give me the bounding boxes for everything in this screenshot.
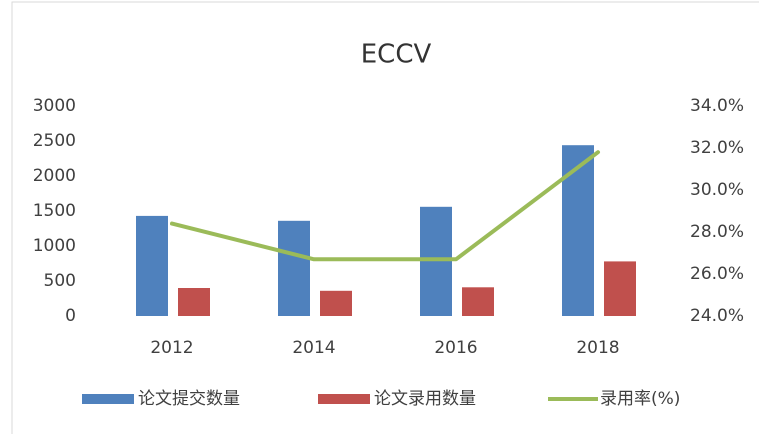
y-tick-label: 500	[44, 271, 76, 291]
y-tick-label: 1000	[33, 236, 76, 256]
bar	[136, 215, 168, 316]
bar	[420, 206, 452, 316]
chart-border	[11, 1, 759, 434]
x-tick-label: 2016	[434, 338, 477, 358]
chart-title: ECCV	[361, 40, 432, 70]
bar	[278, 220, 310, 316]
line-series	[170, 150, 600, 262]
bar	[320, 290, 352, 316]
y-tick-label: 0	[65, 306, 76, 326]
y-tick-label: 2000	[33, 166, 76, 186]
y2-tick-label: 34.0%	[690, 96, 744, 116]
y2-tick-label: 30.0%	[690, 180, 744, 200]
y-tick-label: 1500	[33, 201, 76, 221]
bar	[178, 288, 210, 316]
bar	[462, 287, 494, 316]
y2-tick-label: 28.0%	[690, 222, 744, 242]
y2-tick-label: 24.0%	[690, 306, 744, 326]
legend-swatch	[318, 394, 370, 404]
legend-label: 论文录用数量	[374, 389, 476, 409]
legend-label: 录用率(%)	[600, 389, 680, 409]
y2-tick-label: 32.0%	[690, 138, 744, 158]
bar	[562, 145, 594, 316]
y-tick-label: 3000	[33, 96, 76, 116]
x-tick-label: 2018	[576, 338, 619, 358]
bar	[604, 261, 636, 316]
legend-swatch	[82, 394, 134, 404]
legend-label: 论文提交数量	[138, 389, 240, 409]
x-tick-label: 2014	[292, 338, 335, 358]
y-tick-label: 2500	[33, 131, 76, 151]
x-tick-label: 2012	[150, 338, 193, 358]
y2-tick-label: 26.0%	[690, 264, 744, 284]
